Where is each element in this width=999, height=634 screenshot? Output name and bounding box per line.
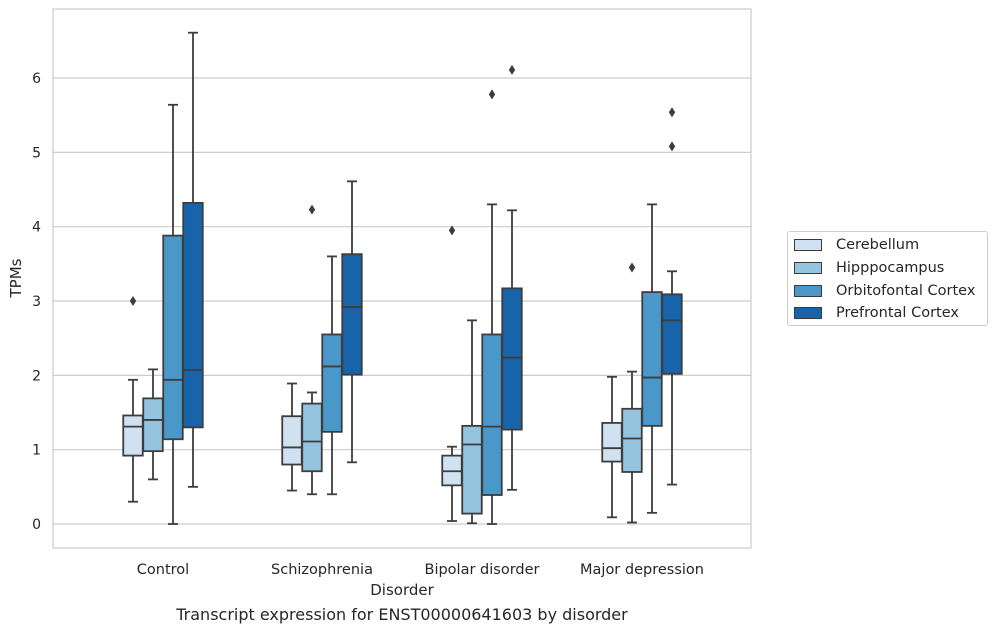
legend-label: Hipppocampus [836,260,945,276]
y-tick-label: 5 [32,145,41,161]
box-iqr [661,293,683,375]
y-axis-ticks: 0 1 2 3 4 5 6 [32,71,41,533]
y-tick-label: 3 [32,294,41,310]
box-iqr [122,414,144,457]
outlier-point [129,296,137,307]
box-1-1 [301,204,323,496]
legend-label: Cerebellum [836,237,920,253]
box-2-0 [441,225,463,522]
box-2-3 [501,64,523,491]
y-axis-label: TPMs [7,258,25,298]
box-2-2 [481,89,503,525]
legend-swatch-hippocampus [794,262,822,274]
x-axis-ticks: Control Schizophrenia Bipolar disorder Majo… [137,562,704,578]
box-0-2 [162,103,184,525]
x-tick-label: Bipolar disorder [425,562,540,578]
box-iqr [481,333,503,496]
box-0-0 [122,296,144,503]
box-iqr [162,234,184,441]
box-iqr [321,333,343,433]
legend-swatch-cerebellum [794,239,822,251]
box-iqr [621,407,643,473]
legend-label: Orbitofontal Cortex [836,283,976,299]
box-iqr [142,397,164,453]
x-tick-label: Control [137,562,189,578]
box-iqr [641,291,663,427]
box-iqr [281,415,303,466]
legend-item-hippocampus: Hipppocampus [794,258,944,278]
outlier-point [628,262,636,273]
x-axis-label: Disorder [370,581,434,599]
figure-caption: Transcript expression for ENST0000064160… [176,605,628,624]
box-1-3 [341,180,363,464]
plot-area-frame [52,8,752,549]
y-tick-label: 2 [32,368,41,384]
box-iqr [301,402,323,473]
outlier-point [308,204,316,215]
box-iqr [182,201,204,429]
legend-item-orbitofrontal: Orbitofontal Cortex [794,281,975,301]
box-iqr [501,287,523,431]
outlier-point [448,225,456,236]
y-tick-label: 4 [32,220,41,236]
box-1-2 [321,255,343,496]
box-iqr [601,422,623,463]
legend: Cerebellum Hipppocampus Orbitofontal Cor… [787,231,988,326]
y-tick-label: 6 [32,71,41,87]
legend-item-cerebellum: Cerebellum [794,235,919,255]
box-iqr [341,253,363,376]
box-3-2 [641,203,663,514]
outlier-point [488,89,496,100]
box-3-1 [621,262,643,524]
box-1-0 [281,382,303,492]
outlier-point [668,107,676,118]
box-iqr [461,424,483,515]
box-3-3 [661,107,683,486]
outlier-point [508,64,516,75]
legend-swatch-orbitofrontal [794,285,822,297]
x-tick-label: Schizophrenia [271,562,373,578]
boxplot-series [122,31,683,525]
box-0-1 [142,368,164,481]
box-3-0 [601,375,623,519]
legend-label: Prefrontal Cortex [836,305,959,321]
y-tick-label: 1 [32,443,41,459]
box-2-1 [461,319,483,525]
outlier-point [668,141,676,152]
box-0-3 [182,31,204,488]
legend-item-prefrontal: Prefrontal Cortex [794,303,959,323]
legend-swatch-prefrontal [794,307,822,319]
y-tick-label: 0 [32,517,41,533]
x-tick-label: Major depression [580,562,704,578]
